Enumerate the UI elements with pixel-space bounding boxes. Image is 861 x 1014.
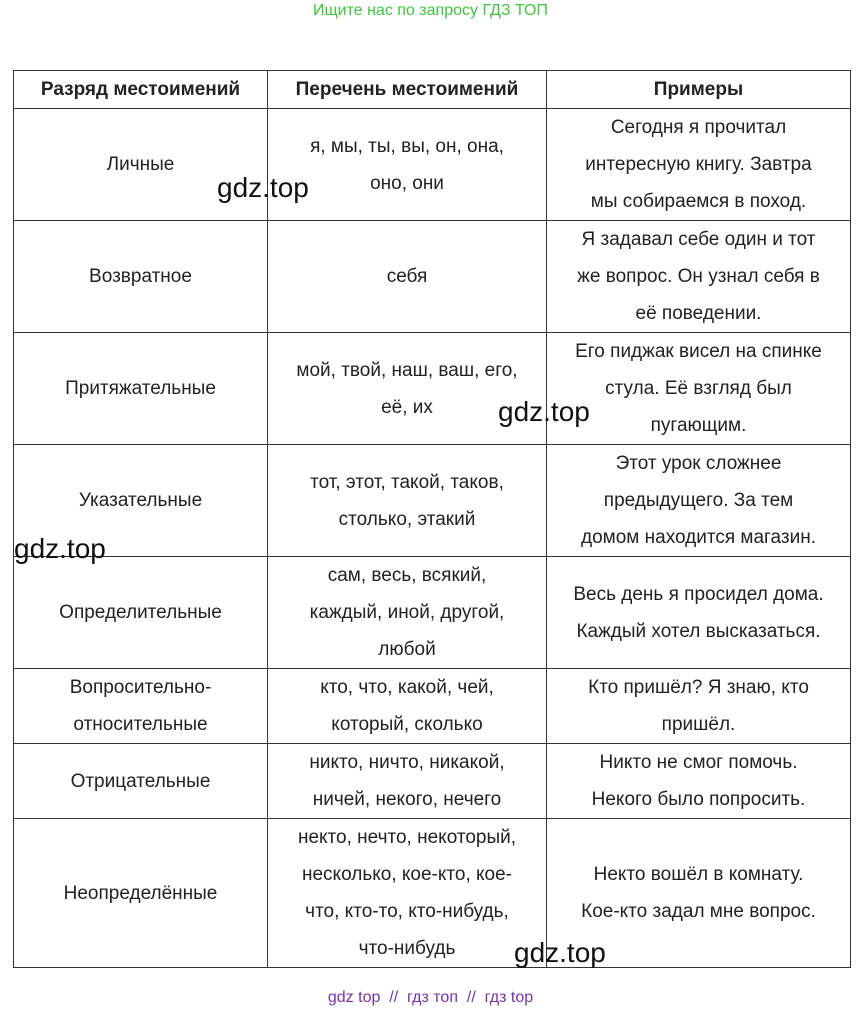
cell-line: Никто не смог помочь. [599,752,798,773]
cell-line: несколько, кое-кто, кое- [302,864,512,885]
table-cell: себя [267,220,547,333]
table-row: Вопросительно-относительные кто, что, как… [13,668,851,744]
cell-line: любой [378,639,436,660]
table-cell: кто, что, какой, чей, который, сколько [267,668,547,744]
cell-line: что-нибудь [358,938,456,959]
table-cell: Личные [13,108,268,221]
cell-line: Я задавал себе один и тот [581,229,816,250]
watermark: gdz.top [217,172,309,203]
table-cell: Неопределённые [13,818,268,968]
cell-line: пришёл. [661,714,736,735]
table-row: Указательные тот, этот, такой, таков, стол… [13,444,851,557]
table-cell: сам, весь, всякий, каждый, иной, другой, л… [267,556,547,669]
column-header: Разряд местоимений [13,70,268,109]
table-cell: Возвратное [13,220,268,333]
table-cell: некто, нечто, некоторый, несколько, кое-к… [267,818,547,968]
table-cell: Никто не смог помочь. Некого было попроси… [546,743,851,819]
table-cell: Указательные [13,444,268,557]
cell-line: Отрицательные [70,770,211,792]
cell-line: её поведении. [635,303,762,324]
table-row: Отрицательные никто, ничто, никакой, ничей… [13,743,851,819]
cell-line: Неопределённые [63,882,218,904]
cell-line: сам, весь, всякий, [327,565,487,586]
table-cell: Я задавал себе один и тот же вопрос. Он у… [546,220,851,333]
cell-line: стула. Её взгляд был [605,378,792,399]
table-cell: Определительные [13,556,268,669]
table-row: Личные я, мы, ты, вы, он, она, оно, они Сег… [13,108,851,221]
table-cell: мой, твой, наш, ваш, его, её, их [267,332,547,445]
cell-line: Личные [106,154,175,175]
watermark: gdz.top [14,533,106,564]
cell-line: оно, они [370,172,444,194]
cell-line: Его пиджак висел на спинке [575,341,822,362]
table-cell: Сегодня я прочитал интересную книгу. Завт… [546,108,851,221]
cell-line: что, кто-то, кто-нибудь, [305,901,509,922]
header-note: Ищите нас по запросу ГДЗ ТОП [313,2,548,19]
cell-line: пугающим. [650,415,747,436]
table-cell: Вопросительно-относительные [13,668,268,744]
cell-line: же вопрос. Он узнал себя в [577,266,820,287]
table-cell: Притяжательные [13,332,268,445]
cell-line: я, мы, ты, вы, он, она, [310,135,504,157]
cell-line: никто, ничто, никакой, [309,752,505,773]
cell-line: некто, нечто, некоторый, [297,827,517,848]
table-cell: Кто пришёл? Я знаю, кто пришёл. [546,668,851,744]
table: Разряд местоимений Перечень местоимений Пр… [13,70,851,968]
table-row: Возвратное себя Я задавал себе один и тот ж… [13,220,851,333]
watermark: gdz.top [514,937,606,968]
column-header: Примеры [546,70,851,109]
cell-line: её, их [381,396,433,418]
column-header: Перечень местоимений [267,70,547,109]
cell-line: Вопросительно- [69,677,212,698]
cell-line: предыдущего. За тем [603,490,794,511]
table-row: Неопределённые некто, нечто, некоторый, не… [13,818,851,968]
table-row: Притяжательные мой, твой, наш, ваш, его, е… [13,332,851,445]
table-body: Личные я, мы, ты, вы, он, она, оно, они Сег… [13,108,851,968]
footer: gdz top // гдз топ // гдз top [327,989,534,1006]
cell-line: Возвратное [89,266,192,287]
cell-line: Некто вошёл в комнату. [593,864,804,885]
cell-line: Этот урок сложнее [615,453,782,474]
cell-line: домом находится магазин. [581,527,816,548]
table-cell: тот, этот, такой, таков, столько, этакий [267,444,547,557]
cell-line: мы собираемся в поход. [590,191,807,212]
table-cell: Его пиджак висел на спинке стула. Её взгл… [546,332,851,445]
cell-line: кто, что, какой, чей, [320,677,494,698]
table-row: Определительные сам, весь, всякий, каждый,… [13,556,851,669]
header-row: Разряд местоимений Перечень местоимений Пр… [13,70,851,109]
cell-line: Притяжательные [65,378,216,399]
table-cell: Весь день я просидел дома. Каждый хотел в… [546,556,851,669]
cell-line: Кто пришёл? Я знаю, кто [588,677,809,698]
table-cell: Отрицательные [13,743,268,819]
table-cell: никто, ничто, никакой, ничей, некого, неч… [267,743,547,819]
watermark: gdz.top [498,396,590,427]
cell-line: Указательные [78,490,203,511]
cell-line: который, сколько [331,714,483,735]
cell-line: каждый, иной, другой, [309,602,505,623]
cell-line: ничей, некого, нечего [312,789,502,810]
cell-line: интересную книгу. Завтра [585,154,812,175]
cell-line: Сегодня я прочитал [610,117,787,138]
table-cell: я, мы, ты, вы, он, она, оно, они [267,108,547,221]
cell-line: Кое-кто задал мне вопрос. [581,901,816,922]
table-cell: Некто вошёл в комнату. Кое-кто задал мне … [546,818,851,968]
cell-line: мой, твой, наш, ваш, его, [296,359,518,381]
cell-line: Некого было попросить. [591,789,806,810]
cell-line: столько, этакий [338,508,476,530]
cell-line: Весь день я просидел дома. [573,583,824,605]
table-cell: Этот урок сложнее предыдущего. За тем домо… [546,444,851,557]
cell-line: себя [386,266,428,287]
cell-line: Каждый хотел высказаться. [576,620,821,642]
cell-line: Определительные [59,602,222,623]
cell-line: относительные [73,714,208,735]
cell-line: тот, этот, такой, таков, [310,471,504,493]
